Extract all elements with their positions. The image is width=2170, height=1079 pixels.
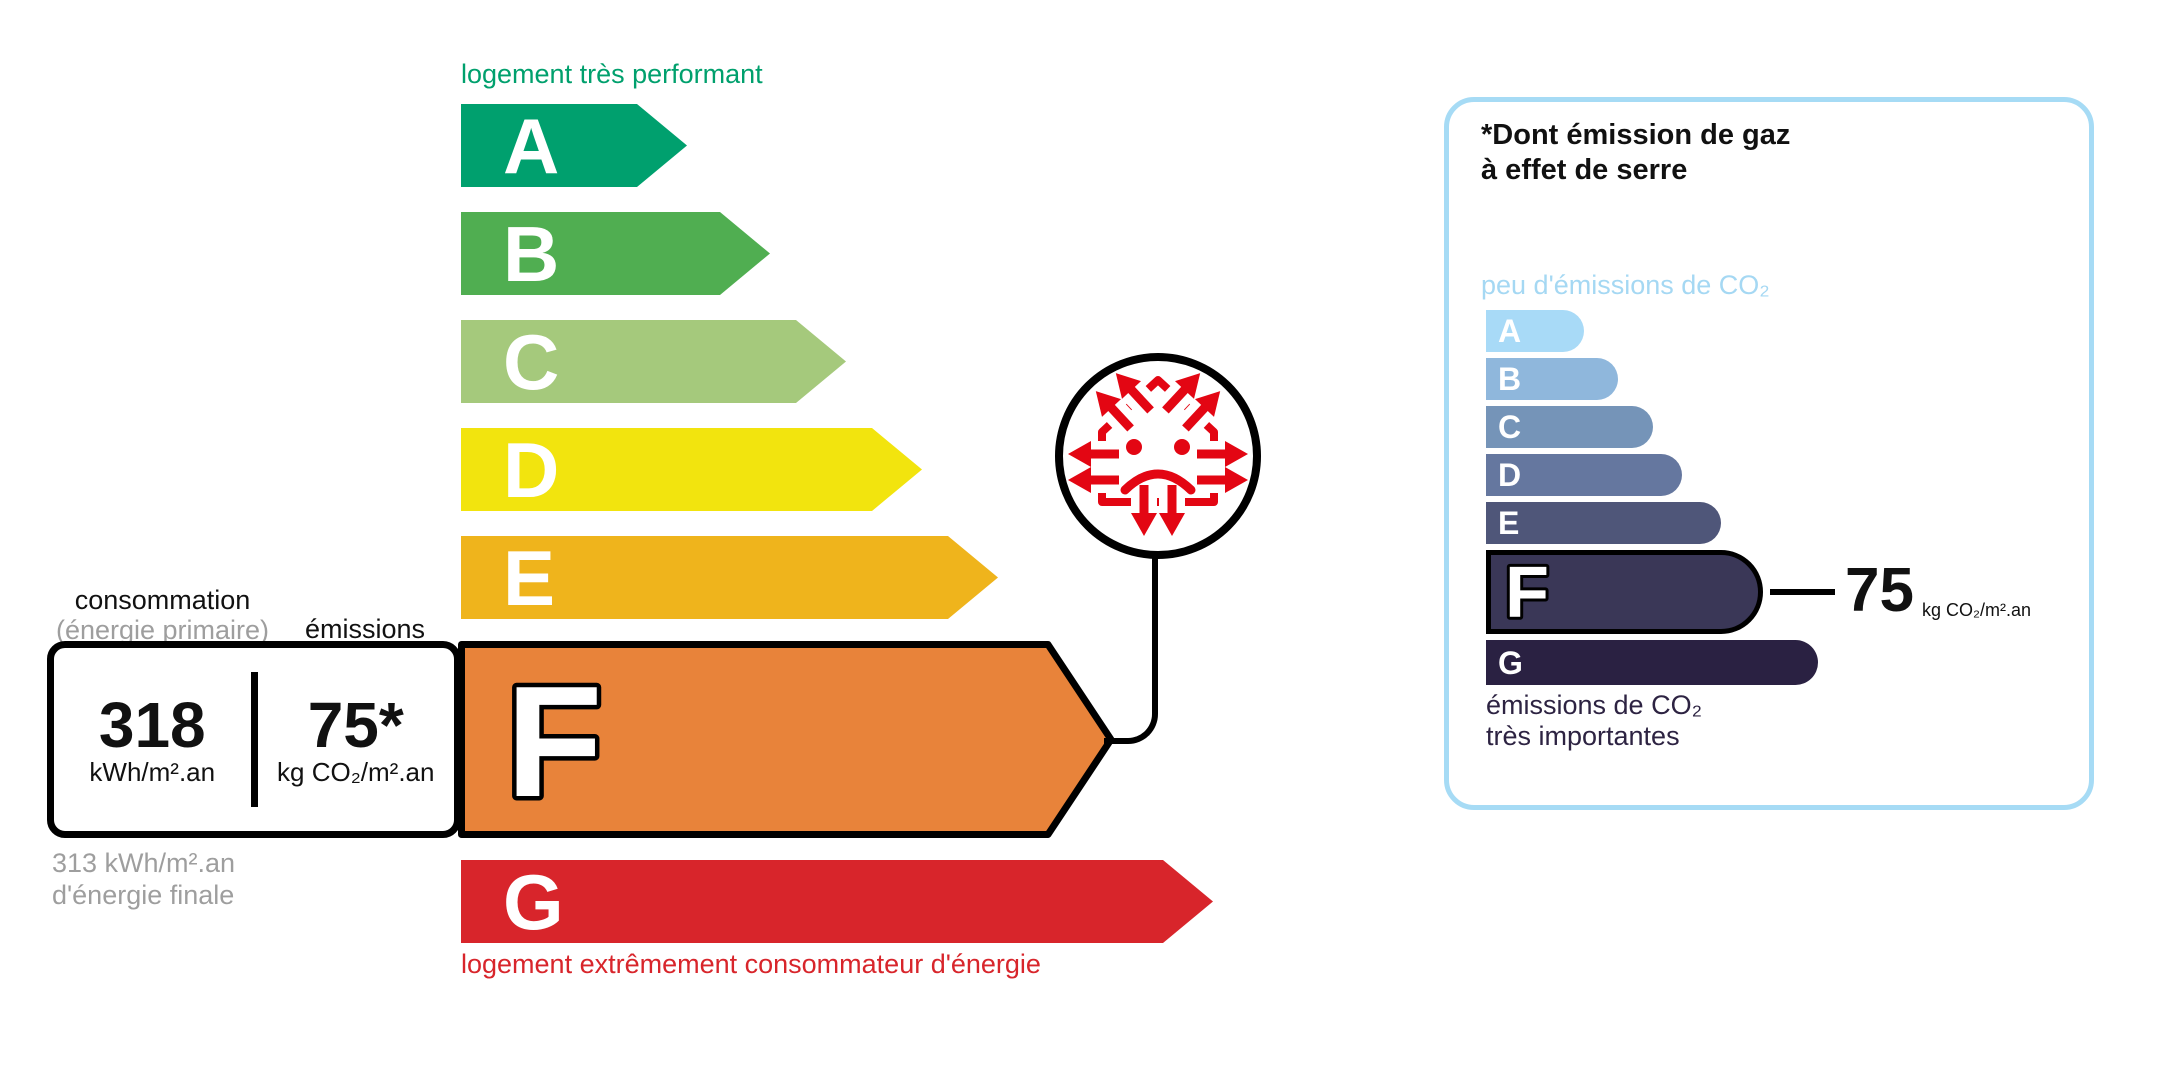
consumption-sublabel: (énergie primaire) (55, 615, 270, 646)
energy-class-E-arrow: E (461, 536, 998, 619)
energy-class-letter: E (503, 533, 556, 622)
co2-class-G-bar: G (1486, 640, 1818, 685)
co2-class-D-bar: D (1486, 454, 1682, 496)
house-frown (1120, 469, 1196, 495)
energy-class-D-arrow: D (461, 428, 922, 511)
co2-class-letter: A (1498, 313, 1522, 349)
co2-class-C-bar: C (1486, 406, 1653, 448)
co2-value-unit: kg CO₂/m².an (1922, 600, 2032, 620)
energy-scale-top-label: logement très performant (461, 59, 763, 89)
co2-panel (1444, 97, 2094, 810)
co2-class-F-letter: F (1505, 555, 1549, 629)
energy-scale-bottom-label: logement extrêmement consommateur d'éner… (461, 949, 1041, 979)
emissions-header: émissions (304, 614, 426, 644)
energy-class-letter: A (503, 101, 560, 190)
final-energy-line2: d'énergie finale (52, 879, 235, 910)
energy-class-letter: G (503, 857, 564, 946)
metrics-divider (250, 672, 258, 807)
co2-value: 75 (1845, 556, 1914, 625)
consumption-value: 318 (98, 688, 206, 761)
emissions-value: 75* (307, 688, 404, 761)
co2-class-letter: C (1498, 409, 1522, 445)
consumption-label: consommation (74, 585, 251, 615)
co2-top-label: peu d'émissions de CO₂ (1481, 270, 1770, 300)
co2-class-letter: E (1498, 505, 1520, 541)
consumption-unit: kWh/m².an (89, 756, 216, 787)
co2-class-letter: B (1498, 361, 1522, 397)
co2-class-letter: D (1498, 457, 1522, 493)
co2-value-dash (1770, 589, 1835, 595)
co2-class-B-bar: B (1486, 358, 1618, 400)
co2-bottom-label-line2: très importantes (1486, 721, 1680, 752)
energy-class-G-arrow: G (461, 860, 1213, 943)
energy-class-letter: C (503, 317, 560, 406)
co2-bottom-label-line1: émissions de CO₂ (1486, 690, 1703, 720)
emissions-cell: 75* kg CO₂/m².an (258, 648, 455, 831)
emissions-unit: kg CO₂/m².an (277, 756, 435, 787)
co2-class-F-letter-svg: F (1502, 555, 1552, 629)
co2-class-A-bar: A (1486, 310, 1584, 352)
energy-class-A-arrow: A (461, 104, 687, 187)
sad-house-icon (1055, 353, 1261, 559)
co2-bottom-label: émissions de CO₂ très importantes (1486, 690, 1702, 752)
energy-class-F-arrow: F (458, 641, 1115, 838)
co2-class-E-bar: E (1486, 502, 1721, 544)
co2-title-line2: à effet de serre (1481, 153, 1688, 186)
house-eye-left (1126, 439, 1142, 455)
final-energy-note: 313 kWh/m².an d'énergie finale (52, 848, 235, 912)
energy-class-letter: D (503, 425, 560, 514)
consumption-header: consommation (énergie primaire) (50, 585, 275, 645)
co2-class-F-bar: F (1486, 550, 1763, 634)
co2-panel-title: *Dont émission de gaz à effet de serre (1481, 118, 1790, 188)
house-eye-right (1174, 439, 1190, 455)
final-energy-line1: 313 kWh/m².an (52, 848, 236, 878)
metrics-box: 318 kWh/m².an 75* kg CO₂/m².an (47, 641, 461, 838)
energy-class-B-arrow: B (461, 212, 770, 295)
co2-title-line1: *Dont émission de gaz (1481, 119, 1791, 151)
connector-line (1104, 556, 1158, 744)
energy-class-F-letter: F (506, 654, 603, 830)
energy-class-C-arrow: C (461, 320, 846, 403)
energy-class-letter: B (503, 209, 560, 298)
consumption-cell: 318 kWh/m².an (54, 648, 251, 831)
co2-class-letter: G (1498, 644, 1523, 681)
